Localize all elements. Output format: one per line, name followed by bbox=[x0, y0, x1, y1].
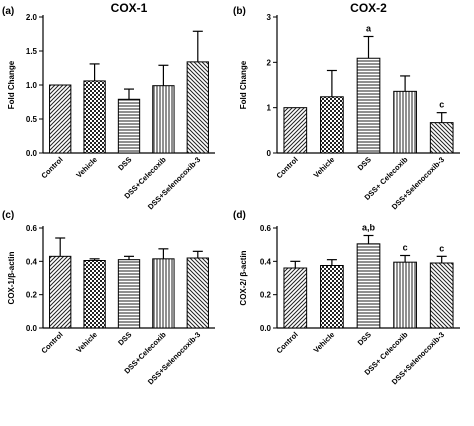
x-tick-label: Control bbox=[274, 330, 299, 355]
bar-3 bbox=[152, 85, 175, 154]
panel-label: (a) bbox=[2, 6, 14, 17]
bar-3 bbox=[393, 261, 417, 329]
y-tick-label: 0.4 bbox=[260, 257, 272, 266]
panel-label: (b) bbox=[233, 6, 246, 17]
bar-2 bbox=[117, 259, 141, 329]
bar-2 bbox=[356, 57, 381, 154]
x-tick-label: Vehicle bbox=[312, 155, 337, 180]
y-tick-label: 2.0 bbox=[26, 13, 38, 22]
bar-2 bbox=[356, 243, 381, 329]
bar-4 bbox=[429, 262, 454, 329]
chart-title: COX-1 bbox=[111, 1, 148, 15]
chart-panel-3: (d) COX-2/ β-actin 0.0 0.2 0.4 0.6 Control Vehi… bbox=[233, 210, 460, 386]
panel-label: (d) bbox=[233, 210, 246, 221]
bar-0 bbox=[283, 107, 308, 154]
significance-label: c bbox=[403, 243, 408, 253]
bar-1 bbox=[83, 260, 106, 329]
y-tick-label: 1 bbox=[267, 104, 272, 113]
bar-3 bbox=[393, 90, 417, 154]
bar-1 bbox=[83, 80, 106, 154]
x-tick-label: Vehicle bbox=[312, 330, 337, 355]
y-tick-label: 1.0 bbox=[26, 81, 38, 90]
bar-3 bbox=[152, 258, 175, 329]
x-tick-label: DSS bbox=[356, 330, 373, 347]
chart-panel-1: (b) COX-2 Fold Change 0 1 2 3 Control Vehicle a DS… bbox=[233, 1, 460, 211]
y-tick-label: 0.4 bbox=[26, 257, 38, 266]
x-tick-label: DSS bbox=[116, 155, 133, 172]
x-tick-label: Control bbox=[39, 155, 64, 180]
y-axis-label: Fold Change bbox=[239, 60, 248, 109]
y-tick-label: 3 bbox=[267, 13, 272, 22]
significance-label: a bbox=[366, 23, 372, 33]
x-tick-label: Vehicle bbox=[74, 155, 99, 180]
x-tick-label: Control bbox=[39, 330, 64, 355]
bar-2 bbox=[117, 98, 141, 154]
x-tick-label: Control bbox=[274, 155, 299, 180]
chart-panel-2: (c) COX-1/β-actin 0.0 0.2 0.4 0.6 Control Vehic… bbox=[2, 210, 215, 386]
y-axis-label: COX-1/β-actin bbox=[7, 251, 16, 304]
y-axis-label: Fold Change bbox=[7, 60, 16, 109]
y-tick-label: 0.6 bbox=[260, 224, 272, 233]
chart-panel-0: (a) COX-1 Fold Change 0.0 0.5 1.0 1.5 2.0 Contro… bbox=[2, 1, 215, 211]
chart-title: COX-2 bbox=[350, 1, 387, 15]
bar-4 bbox=[429, 122, 454, 154]
bar-0 bbox=[49, 255, 72, 329]
y-axis-label: COX-2/ β-actin bbox=[239, 250, 248, 305]
significance-label: c bbox=[439, 243, 444, 253]
y-tick-label: 2 bbox=[267, 58, 272, 67]
panel-label: (c) bbox=[2, 210, 14, 221]
y-tick-label: 0.0 bbox=[26, 149, 38, 158]
y-tick-label: 0.5 bbox=[26, 115, 38, 124]
x-tick-label: DSS bbox=[116, 330, 133, 347]
bar-4 bbox=[186, 61, 209, 154]
y-tick-label: 1.5 bbox=[26, 47, 38, 56]
panels: (a) COX-1 Fold Change 0.0 0.5 1.0 1.5 2.0 Contro… bbox=[2, 1, 460, 386]
x-tick-label: DSS bbox=[356, 155, 373, 172]
y-tick-label: 0.6 bbox=[26, 224, 38, 233]
y-tick-label: 0.2 bbox=[26, 291, 38, 300]
y-tick-label: 0.2 bbox=[260, 291, 272, 300]
bar-0 bbox=[283, 267, 308, 329]
bar-1 bbox=[320, 96, 344, 154]
y-tick-label: 0.0 bbox=[26, 324, 38, 333]
bar-4 bbox=[186, 257, 209, 329]
bar-0 bbox=[49, 84, 72, 154]
y-tick-label: 0 bbox=[267, 149, 272, 158]
y-tick-label: 0.0 bbox=[260, 324, 272, 333]
x-tick-label: Vehicle bbox=[74, 330, 99, 355]
bar-1 bbox=[320, 265, 344, 329]
significance-label: a,b bbox=[362, 223, 376, 233]
significance-label: c bbox=[439, 100, 444, 110]
